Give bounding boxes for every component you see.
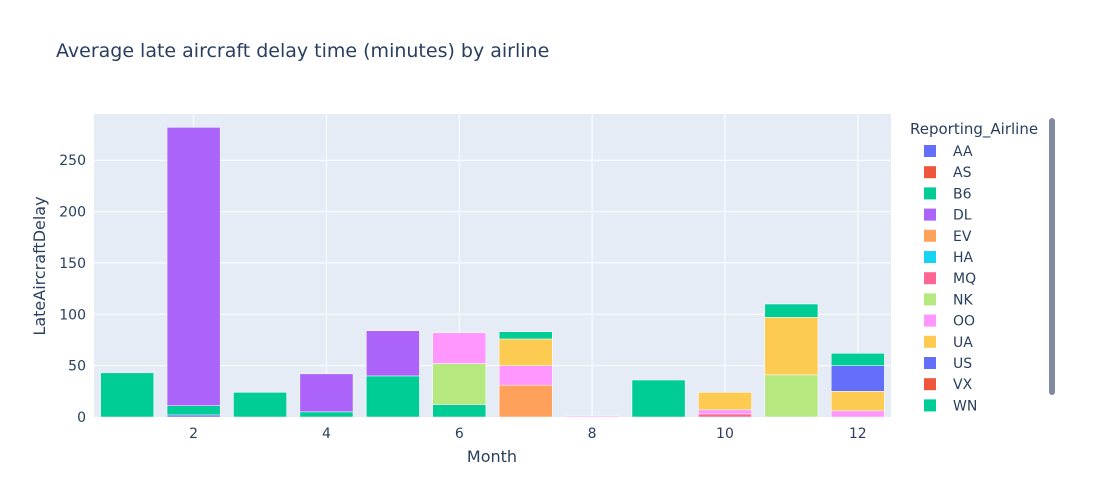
legend-swatch (924, 251, 936, 263)
x-tick-labels: 2 4 6 8 10 12 (189, 426, 867, 442)
legend-swatch (924, 166, 936, 179)
legend-label: VX (953, 377, 973, 393)
bar-wn-month-11[interactable] (764, 303, 819, 318)
legend-label: DL (953, 208, 972, 224)
y-tick-label: 100 (59, 307, 86, 323)
legend-swatch (924, 293, 936, 306)
bar-dl-month-2[interactable] (166, 127, 221, 406)
legend-label: HA (953, 250, 974, 266)
bar-b6-month-6[interactable] (432, 404, 487, 418)
bar-wn-month-3[interactable] (233, 392, 287, 418)
x-tick-label: 6 (455, 426, 464, 442)
bar-wn-month-7[interactable] (498, 331, 553, 340)
legend-swatch (924, 187, 936, 200)
legend-label: B6 (953, 186, 972, 202)
legend-item-mq[interactable]: MQ (924, 271, 976, 287)
bar-oo-month-7[interactable] (498, 365, 553, 386)
legend-item-dl[interactable]: DL (924, 208, 972, 224)
legend-item-b6[interactable]: B6 (924, 186, 972, 202)
bar-oo-month-10[interactable] (698, 409, 752, 415)
legend-label: OO (953, 314, 975, 330)
legend-item-ha[interactable]: HA (924, 250, 974, 266)
legend-swatch (924, 378, 936, 391)
bar-wn-month-1[interactable] (100, 372, 155, 418)
legend-label: EV (953, 229, 972, 245)
legend-label: MQ (953, 271, 976, 287)
bar-oo-month-8[interactable] (565, 415, 619, 418)
bar-ev-month-7[interactable] (498, 384, 553, 418)
y-tick-label: 150 (59, 256, 86, 272)
bar-wn-month-12[interactable] (830, 353, 885, 366)
legend-item-wn[interactable]: WN (924, 398, 977, 414)
y-tick-label: 50 (68, 359, 86, 375)
bar-ua-month-7[interactable] (498, 338, 553, 366)
legend-swatch (924, 208, 936, 221)
legend-swatch (924, 399, 936, 412)
bar-mq-month-10[interactable] (698, 413, 752, 418)
legend-item-as[interactable]: AS (924, 165, 972, 181)
bar-b6-month-5[interactable] (366, 375, 420, 418)
legend-swatch (924, 314, 936, 327)
y-tick-label: 250 (59, 153, 86, 169)
bar-ua-month-11[interactable] (764, 317, 819, 376)
legend-title: Reporting_Airline (910, 120, 1038, 139)
legend-swatch (924, 335, 936, 348)
x-tick-label: 4 (322, 426, 331, 442)
bar-ua-month-10[interactable] (698, 392, 752, 411)
bar-ua-month-12[interactable] (830, 391, 885, 412)
bar-nk-month-11[interactable] (764, 374, 819, 418)
y-axis-title: LateAircraftDelay (30, 196, 49, 335)
chart-title: Average late aircraft delay time (minute… (56, 40, 549, 62)
x-tick-label: 10 (716, 426, 734, 442)
legend-label: AS (953, 165, 972, 181)
legend-label: WN (953, 398, 977, 414)
y-tick-label: 0 (77, 410, 86, 426)
legend-swatch (924, 145, 936, 157)
legend-item-ua[interactable]: UA (924, 335, 973, 351)
legend-item-us[interactable]: US (924, 356, 972, 372)
legend[interactable]: AA AS B6 DL EV HA MQ NK OO UA US VX WN (924, 144, 977, 414)
bar-b6-month-2[interactable] (166, 405, 221, 416)
bar-oo-month-6[interactable] (432, 332, 487, 364)
bars (100, 127, 885, 418)
bar-b6-month-4[interactable] (299, 411, 354, 418)
y-tick-label: 200 (59, 205, 86, 221)
bar-dl-month-5[interactable] (366, 330, 420, 377)
x-tick-label: 8 (588, 426, 597, 442)
x-tick-label: 2 (189, 426, 198, 442)
legend-label: US (953, 356, 972, 372)
legend-label: UA (953, 335, 973, 351)
bar-us-month-12[interactable] (830, 365, 885, 392)
legend-item-vx[interactable]: VX (924, 377, 973, 393)
bar-oo-month-12[interactable] (830, 410, 885, 418)
plot-background (94, 114, 891, 417)
legend-label: AA (953, 144, 973, 160)
bar-wn-month-9[interactable] (631, 379, 686, 418)
legend-swatch (924, 357, 936, 369)
bar-dl-month-4[interactable] (299, 373, 354, 413)
y-tick-labels: 0 50 100 150 200 250 (59, 153, 86, 426)
legend-item-ev[interactable]: EV (924, 229, 972, 245)
x-tick-label: 12 (849, 426, 867, 442)
legend-label: NK (953, 292, 973, 308)
bar-nk-month-6[interactable] (432, 363, 487, 405)
legend-item-aa[interactable]: AA (924, 144, 973, 160)
legend-scrollbar[interactable] (1049, 118, 1055, 395)
legend-swatch (924, 272, 936, 285)
legend-swatch (924, 229, 936, 242)
legend-item-oo[interactable]: OO (924, 314, 975, 330)
bar-aa-month-2[interactable] (166, 414, 221, 418)
legend-item-nk[interactable]: NK (924, 292, 973, 308)
x-axis-title: Month (467, 447, 517, 466)
